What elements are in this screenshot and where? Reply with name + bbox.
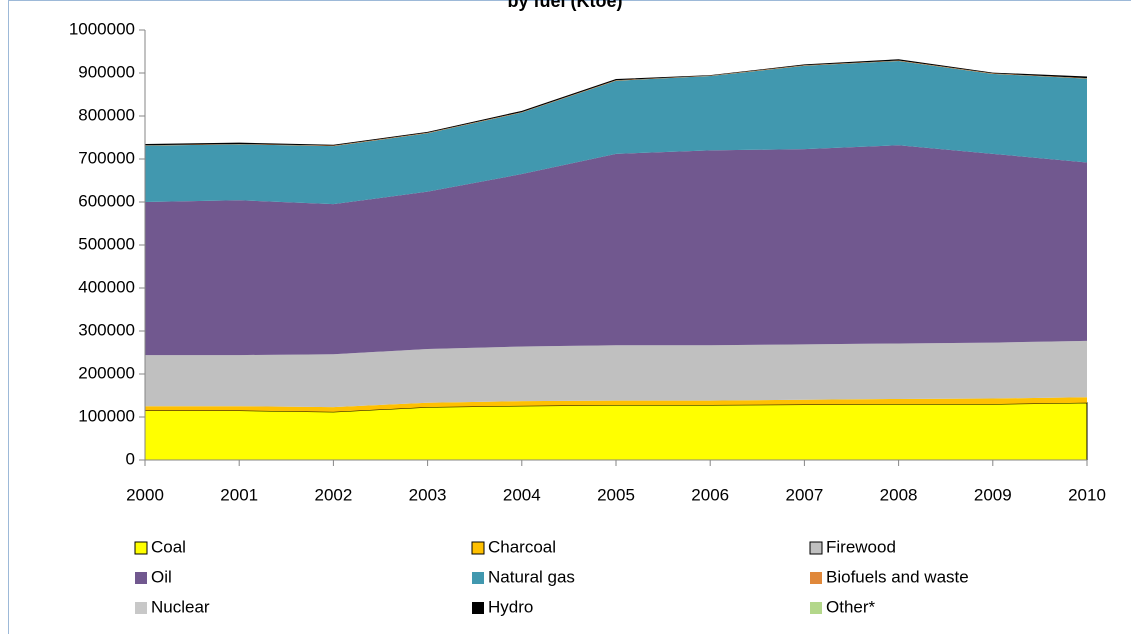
- x-tick-label: 2008: [880, 485, 918, 504]
- y-tick-label: 300000: [78, 320, 135, 339]
- legend-swatch: [134, 541, 148, 555]
- legend-swatch: [135, 602, 147, 614]
- area: [145, 145, 1087, 356]
- chart-title: by fuel (Ktoe): [508, 0, 623, 11]
- y-tick-label: 200000: [78, 363, 135, 382]
- x-tick-label: 2010: [1068, 485, 1106, 504]
- legend-label: Firewood: [826, 537, 896, 556]
- legend-label: Nuclear: [151, 597, 210, 616]
- legend-label: Hydro: [488, 597, 533, 616]
- y-tick-label: 0: [126, 449, 135, 468]
- legend-swatch: [810, 572, 822, 584]
- legend-swatch: [472, 602, 484, 614]
- y-tick-label: 400000: [78, 277, 135, 296]
- x-tick-label: 2009: [974, 485, 1012, 504]
- legend-label: Coal: [151, 537, 186, 556]
- legend-swatch: [135, 572, 147, 584]
- x-tick-label: 2003: [409, 485, 447, 504]
- x-tick-label: 2006: [691, 485, 729, 504]
- y-tick-label: 900000: [78, 62, 135, 81]
- legend-swatch: [472, 572, 484, 584]
- x-tick-label: 2005: [597, 485, 635, 504]
- x-tick-label: 2004: [503, 485, 541, 504]
- legend-label: Biofuels and waste: [826, 567, 969, 586]
- y-tick-label: 800000: [78, 105, 135, 124]
- y-tick-label: 500000: [78, 234, 135, 253]
- legend-label: Other*: [826, 597, 876, 616]
- x-tick-label: 2001: [220, 485, 258, 504]
- legend-swatch: [810, 602, 822, 614]
- legend-swatch: [471, 541, 485, 555]
- x-tick-label: 2007: [785, 485, 823, 504]
- area: [145, 397, 1087, 412]
- area: [145, 60, 1087, 205]
- legend-label: Natural gas: [488, 567, 575, 586]
- y-tick-label: 1000000: [69, 19, 135, 38]
- area: [145, 340, 1087, 408]
- legend-label: Charcoal: [488, 537, 556, 556]
- legend-swatch: [809, 541, 823, 555]
- x-tick-label: 2000: [126, 485, 164, 504]
- area: [144, 402, 1088, 461]
- y-tick-label: 100000: [78, 406, 135, 425]
- x-tick-label: 2002: [314, 485, 352, 504]
- y-tick-label: 600000: [78, 191, 135, 210]
- legend-label: Oil: [151, 567, 172, 586]
- y-tick-label: 700000: [78, 148, 135, 167]
